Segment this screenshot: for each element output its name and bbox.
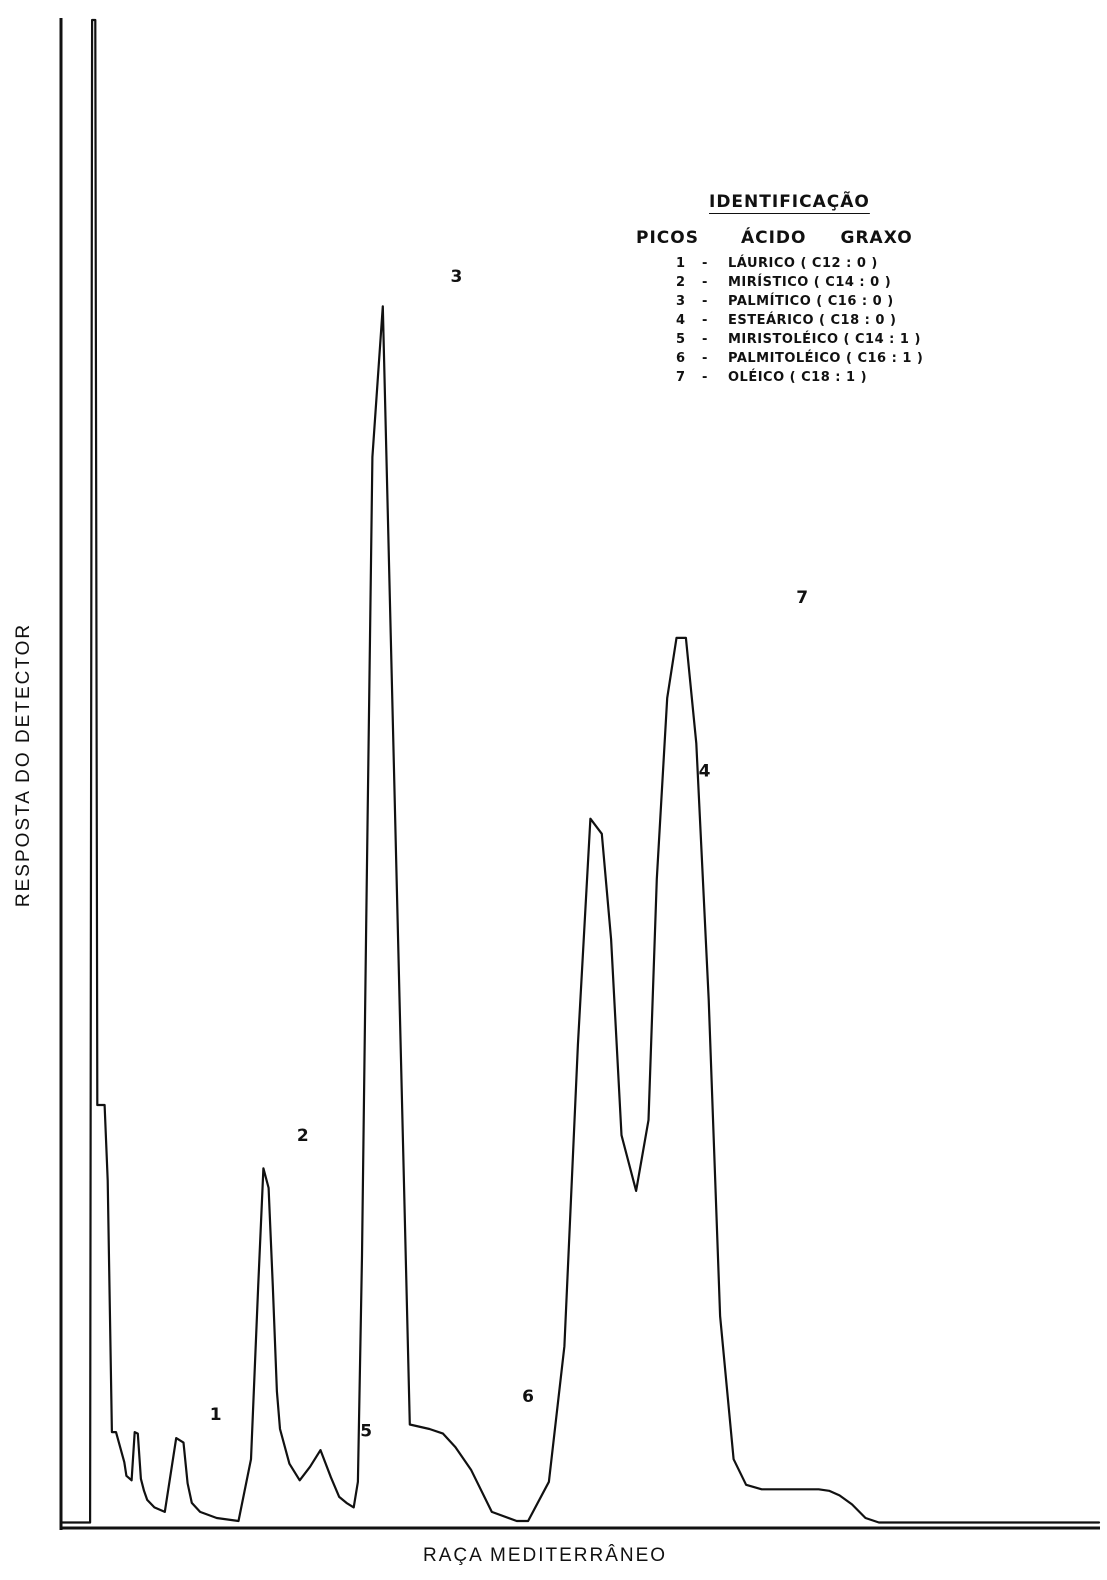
- peak-label-1: 1: [210, 1405, 222, 1425]
- legend-col-peaks: PICOS: [636, 228, 699, 248]
- legend-entry: 3- PALMÍTICO ( C16 : 0 ): [676, 294, 894, 309]
- legend-entry: 6- PALMITOLÉICO ( C16 : 1 ): [676, 351, 924, 366]
- peak-label-3: 3: [451, 267, 463, 287]
- chart-axes: [59, 18, 1100, 1530]
- peak-label-2: 2: [297, 1126, 309, 1146]
- y-axis-label: RESPOSTA DO DETECTOR: [13, 622, 34, 908]
- legend-col-fatty: GRAXO: [840, 228, 913, 248]
- x-axis-label: RAÇA MEDITERRÂNEO: [423, 1545, 668, 1566]
- peak-label-6: 6: [522, 1387, 534, 1407]
- peak-labels: 1 2 3 4 5 6 7: [210, 267, 808, 1441]
- legend-entry: 5- MIRISTOLÉICO ( C14 : 1 ): [676, 332, 921, 347]
- legend-col-acid: ÁCIDO: [740, 228, 807, 248]
- legend-header: PICOS ÁCIDO GRAXO: [636, 228, 996, 248]
- peak-label-7: 7: [796, 588, 808, 608]
- legend-entries: 1- LÁURICO ( C12 : 0 ) 2- MIRÍSTICO ( C14 …: [636, 254, 996, 387]
- peak-label-4: 4: [699, 762, 711, 782]
- legend-entry: 1- LÁURICO ( C12 : 0 ): [676, 256, 878, 271]
- legend-title: IDENTIFICAÇÃO: [709, 192, 870, 212]
- legend-entry: 2- MIRÍSTICO ( C14 : 0 ): [676, 275, 892, 290]
- detector-response-trace: [59, 18, 1101, 1524]
- legend-entry: 4- ESTEÁRICO ( C18 : 0 ): [676, 313, 897, 328]
- legend-entry: 7- OLÉICO ( C18 : 1 ): [676, 370, 868, 385]
- peak-label-5: 5: [360, 1422, 372, 1442]
- peak-identification-legend: IDENTIFICAÇÃO PICOS ÁCIDO GRAXO 1- LÁURICO …: [636, 192, 996, 387]
